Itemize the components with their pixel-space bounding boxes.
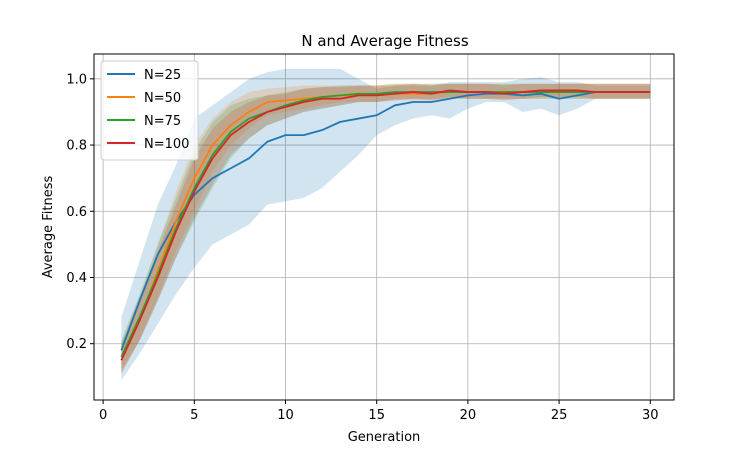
y-tick-label: 0.4: [66, 271, 87, 286]
plot-frame: [93, 53, 675, 401]
line-n-100: [120, 89, 651, 361]
legend: N=25 N=50 N=75 N=100: [100, 60, 199, 161]
band-n-25: [121, 68, 651, 381]
chart-title: N and Average Fitness: [301, 32, 468, 50]
confidence-bands: [121, 68, 651, 381]
y-axis-label: Average Fitness: [41, 176, 56, 279]
x-axis-label: Generation: [348, 430, 421, 445]
axis-ticks: 0 5 10 15 20 25 30 0.2 0.4 0.6 0.8 1.0: [66, 72, 658, 423]
y-tick-label: 0.6: [66, 205, 87, 220]
x-tick-label: 15: [368, 408, 385, 423]
line-n-25: [120, 91, 651, 351]
x-tick-label: 25: [551, 408, 568, 423]
x-tick-label: 0: [99, 408, 107, 423]
legend-label-n-75: N=75: [144, 114, 181, 129]
y-tick-label: 0.8: [66, 139, 87, 154]
x-tick-label: 10: [277, 408, 294, 423]
legend-label-n-25: N=25: [144, 68, 181, 83]
series-lines: [120, 89, 651, 361]
x-tick-label: 20: [460, 408, 477, 423]
legend-label-n-100: N=100: [144, 137, 189, 152]
y-tick-label: 0.2: [66, 337, 87, 352]
legend-label-n-50: N=50: [144, 91, 181, 106]
y-tick-label: 1.0: [66, 72, 87, 87]
x-tick-label: 30: [642, 408, 659, 423]
legend-box: [100, 60, 199, 161]
line-n-75: [120, 91, 651, 358]
x-tick-label: 5: [190, 408, 198, 423]
